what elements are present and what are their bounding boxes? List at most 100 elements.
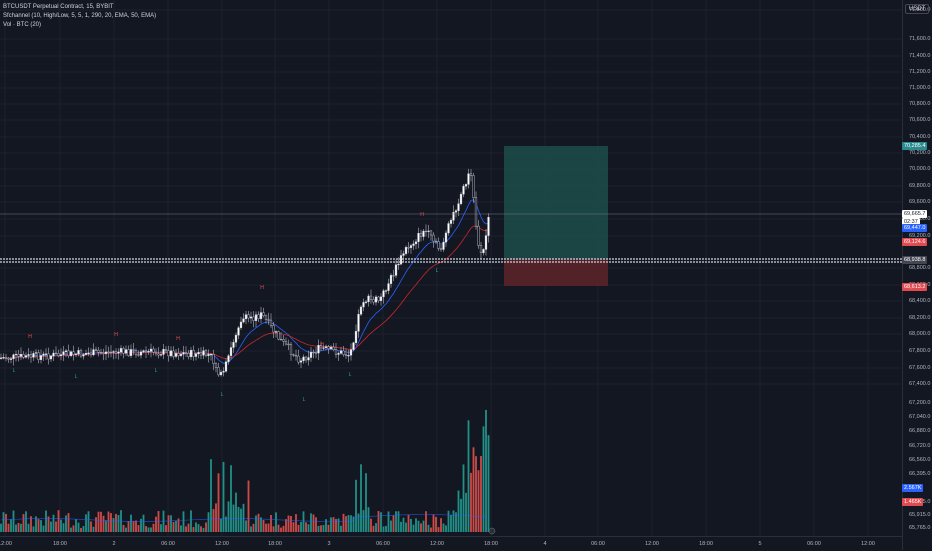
candle-body — [342, 350, 345, 355]
volume-bar — [230, 465, 232, 532]
candle-body — [102, 352, 105, 354]
time-tick: 12:00 — [645, 541, 659, 547]
volume-bar — [112, 518, 115, 532]
volume-bar — [307, 524, 310, 532]
volume-bar — [170, 515, 172, 532]
candle-body — [194, 353, 198, 357]
candle-body — [314, 352, 318, 354]
volume-bar — [270, 514, 272, 532]
candle-body — [227, 355, 230, 363]
candle-body — [74, 353, 78, 355]
volume-bar — [370, 518, 372, 532]
candle-body — [62, 351, 65, 355]
low-marker: L — [436, 268, 439, 274]
price-axis[interactable]: 71,800.0 71,600.0 71,400.0 71,200.0 71,000.0… — [902, 0, 932, 550]
price-tick: 71,000.0 — [909, 85, 931, 91]
candle-body — [119, 348, 123, 353]
volume-bar — [222, 461, 225, 532]
price-tick: 69,600.0 — [909, 199, 931, 205]
volume-bar — [22, 514, 25, 532]
chart-legend[interactable]: BTCUSDT Perpetual Contract, 15, BYBIT Sf… — [3, 3, 156, 30]
price-tick: 67,600.0 — [909, 365, 931, 371]
volume-bar — [92, 526, 95, 532]
volume-title[interactable]: Vol · BTC (20) — [3, 22, 42, 28]
candle-body — [12, 354, 15, 360]
volume-bar — [242, 503, 245, 532]
price-tick: 71,600.0 — [909, 36, 931, 42]
candle-body — [482, 249, 485, 254]
time-tick: 18:00 — [699, 541, 713, 547]
volume-bar — [485, 409, 487, 532]
volume-bar — [475, 456, 477, 532]
time-tick: 4 — [543, 541, 547, 547]
candle-body — [327, 346, 330, 349]
volume-bar — [325, 519, 327, 532]
candle-body — [84, 353, 88, 355]
candle-body — [267, 319, 270, 321]
volume-bar — [252, 523, 255, 532]
high-marker: H — [28, 334, 32, 340]
candle-body — [192, 350, 195, 357]
price-tick: 68,000.0 — [909, 331, 931, 337]
price-tick: 67,400.0 — [909, 381, 931, 387]
volume-bar — [465, 492, 467, 532]
candle-body — [234, 334, 238, 343]
volume-bar — [462, 464, 465, 532]
candle-body — [362, 302, 365, 308]
volume-bar — [52, 514, 55, 532]
candle-body — [219, 371, 223, 376]
volume-bar — [345, 516, 347, 532]
candle-body — [357, 314, 360, 332]
candle-body — [32, 353, 35, 358]
position-zones[interactable] — [504, 146, 608, 286]
volume-bar — [105, 520, 107, 532]
volume-bar — [480, 456, 482, 532]
volume-bar — [297, 524, 300, 532]
candle-body — [92, 349, 95, 356]
candle-body — [34, 352, 38, 354]
high-marker: H — [176, 336, 180, 342]
candle-body — [232, 342, 235, 348]
candle-body — [289, 344, 293, 355]
currency-button[interactable]: USDT — [905, 4, 930, 14]
volume-tick: 65,915.0 — [909, 512, 931, 518]
volume-bar — [180, 525, 182, 532]
volume-bar — [215, 503, 217, 532]
ema-lines — [0, 199, 489, 364]
volume-bar — [417, 520, 420, 532]
volume-bar — [17, 522, 20, 532]
candle-body — [42, 353, 45, 356]
volume-bar — [62, 523, 65, 532]
candle-body — [329, 346, 333, 349]
volume-bar — [310, 513, 312, 532]
volume-bar — [127, 520, 130, 532]
candle-body — [467, 173, 470, 185]
candle-body — [244, 314, 248, 320]
volume-bar — [452, 510, 455, 532]
volume-bar — [177, 518, 180, 532]
volume-bar — [85, 514, 87, 532]
candle-body — [452, 211, 455, 221]
volume-bar — [145, 526, 147, 532]
candle-body — [179, 353, 183, 356]
price-tick: 69,800.0 — [909, 183, 931, 189]
volume-bar — [397, 511, 400, 532]
candle-body — [284, 341, 288, 345]
candle-body — [277, 331, 280, 340]
volume-bar — [150, 527, 152, 532]
time-axis[interactable]: 12:00 18:00 2 06:00 12:00 18:00 3 06:00 12:00 18:… — [0, 536, 902, 551]
volume-bar — [332, 517, 335, 532]
price-lines — [0, 213, 902, 263]
candle-body — [17, 353, 20, 357]
candle-body — [484, 235, 488, 250]
volume-bar — [292, 522, 295, 532]
low-marker: L — [349, 372, 352, 378]
volume-bar — [395, 511, 397, 532]
chart-canvas[interactable]: H H H H H H L L L L L L L — [0, 0, 902, 550]
volume-bar — [315, 517, 317, 532]
symbol-title[interactable]: BTCUSDT Perpetual Contract, 15, BYBIT — [3, 4, 114, 10]
candle-body — [64, 350, 68, 352]
volume-bar — [172, 521, 175, 532]
volume-bar — [487, 435, 490, 532]
indicator-title[interactable]: Sfchannel (10, High/Low, 5, 5, 1, 290, 2… — [3, 13, 157, 19]
